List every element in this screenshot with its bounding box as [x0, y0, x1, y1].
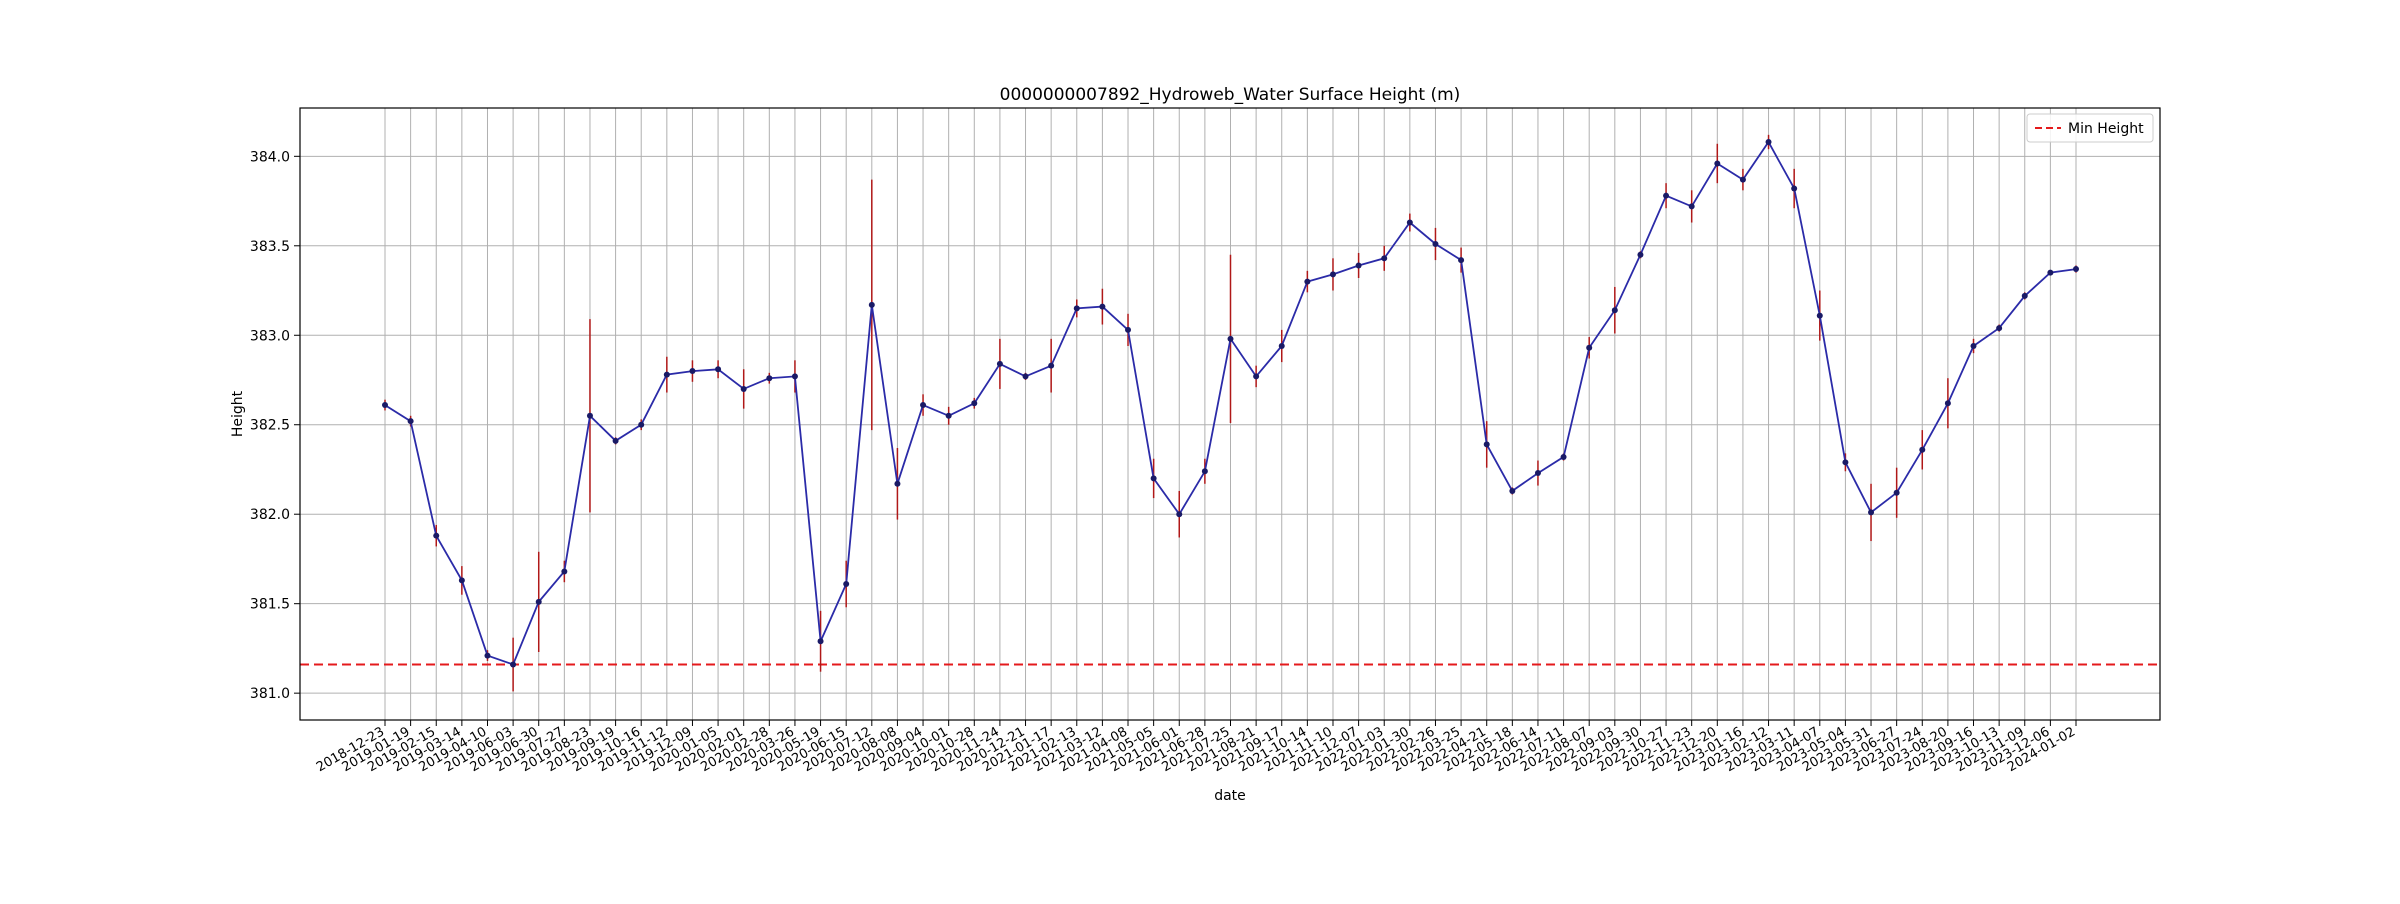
data-point [407, 418, 414, 425]
data-point [1816, 312, 1823, 319]
data-point [1765, 139, 1772, 145]
x-axis-label: date [1214, 788, 1246, 804]
legend-label-min-height: Min Height [2068, 121, 2144, 137]
data-point [1714, 160, 1721, 167]
data-point [1125, 326, 1132, 333]
data-point [1278, 343, 1285, 349]
data-point [945, 412, 952, 419]
data-point [2021, 292, 2028, 299]
data-point [1842, 459, 1849, 466]
data-point [1458, 257, 1465, 264]
data-point [382, 402, 388, 409]
data-point [1432, 241, 1439, 247]
data-point [510, 661, 517, 668]
y-tick-label: 382.0 [250, 507, 290, 523]
data-point [1534, 470, 1541, 477]
data-point [1509, 487, 1516, 494]
data-point [1381, 255, 1388, 262]
data-point [1201, 468, 1208, 475]
data-point [1586, 344, 1593, 351]
y-tick-label: 382.5 [250, 418, 290, 434]
data-point [689, 368, 696, 375]
data-points [382, 139, 2079, 668]
y-tick-label: 381.0 [250, 686, 290, 702]
data-point [1150, 475, 1157, 482]
data-point [1944, 400, 1951, 407]
y-axis-ticks: 381.0 381.5 382.0 382.5 383.0 383.5 384.0 [250, 149, 300, 702]
data-point [740, 385, 747, 392]
data-point [1611, 307, 1618, 314]
data-point [1637, 251, 1644, 258]
data-point [2047, 269, 2054, 276]
data-point [1483, 441, 1490, 448]
data-point [586, 412, 593, 419]
data-point [843, 581, 850, 587]
data-point [1253, 373, 1260, 380]
data-point [766, 375, 773, 382]
data-point [1996, 325, 2003, 332]
y-axis-label: Height [230, 390, 246, 437]
legend: Min Height [2026, 113, 2154, 143]
data-point [458, 577, 465, 584]
data-point [612, 437, 619, 444]
data-point [1663, 192, 1670, 199]
data-point [561, 568, 568, 575]
data-point [433, 532, 440, 539]
data-point [817, 638, 824, 645]
data-point [1406, 219, 1413, 226]
data-point [638, 421, 645, 428]
data-point [1304, 278, 1311, 285]
legend-box [2026, 113, 2154, 143]
data-point [971, 400, 978, 407]
y-tick-label: 381.5 [250, 597, 290, 613]
data-point [1073, 305, 1080, 312]
data-point [1739, 176, 1746, 183]
data-point [1227, 335, 1234, 342]
y-tick-label: 383.5 [250, 239, 290, 255]
data-point [920, 402, 927, 409]
data-point [1919, 446, 1926, 453]
x-axis-ticks: 2018-12-232019-01-192019-02-152019-03-14… [314, 720, 2078, 775]
y-tick-label: 383.0 [250, 328, 290, 344]
chart-title: 0000000007892_Hydroweb_Water Surface Hei… [1000, 85, 1461, 105]
data-point [2073, 266, 2079, 273]
data-point [1022, 373, 1029, 380]
data-point [663, 371, 670, 378]
data-point [1176, 511, 1183, 518]
data-point [894, 480, 901, 487]
data-point [535, 598, 542, 605]
data-point [1099, 303, 1106, 310]
data-point [1791, 185, 1798, 192]
data-point [484, 652, 491, 659]
data-point [1329, 271, 1336, 278]
data-point [791, 373, 798, 380]
data-point [1868, 509, 1875, 516]
data-point [1355, 262, 1362, 269]
data-point [1048, 362, 1055, 369]
data-point [868, 301, 875, 308]
data-point [1893, 489, 1900, 496]
data-point [996, 360, 1003, 367]
data-point [715, 366, 722, 373]
data-point [1970, 343, 1977, 349]
data-point [1560, 453, 1567, 460]
y-tick-label: 384.0 [250, 149, 290, 165]
data-point [1688, 203, 1695, 210]
